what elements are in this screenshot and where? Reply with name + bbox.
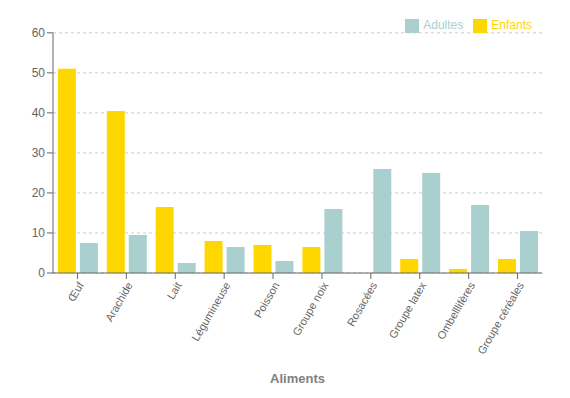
html-text:Enfants: Enfants — [491, 18, 532, 32]
svg-text:Groupe latex: Groupe latex — [386, 279, 428, 340]
svg-text:Légumineuse: Légumineuse — [189, 280, 232, 343]
html-text:Adultes: Adultes — [423, 18, 464, 32]
svg-text:30: 30 — [32, 146, 46, 160]
svg-text:50: 50 — [32, 66, 46, 80]
svg-text:Aliments: Aliments — [270, 371, 325, 386]
svg-text:Lait: Lait — [164, 280, 183, 301]
svg-text:60: 60 — [32, 26, 46, 40]
svg-text:Œuf: Œuf — [65, 279, 86, 303]
svg-text:Poisson: Poisson — [252, 280, 282, 320]
svg-text:10: 10 — [32, 226, 46, 240]
svg-text:Rosacées: Rosacées — [344, 279, 379, 328]
svg-text:40: 40 — [32, 106, 46, 120]
svg-text:Ombelllifères: Ombelllifères — [435, 279, 478, 341]
svg-text:Groupe céréales: Groupe céréales — [475, 279, 526, 356]
svg-text:0: 0 — [38, 266, 45, 280]
svg-text:Groupe noix: Groupe noix — [290, 279, 331, 337]
svg-text:Arachide: Arachide — [103, 280, 135, 324]
svg-text:20: 20 — [32, 186, 46, 200]
